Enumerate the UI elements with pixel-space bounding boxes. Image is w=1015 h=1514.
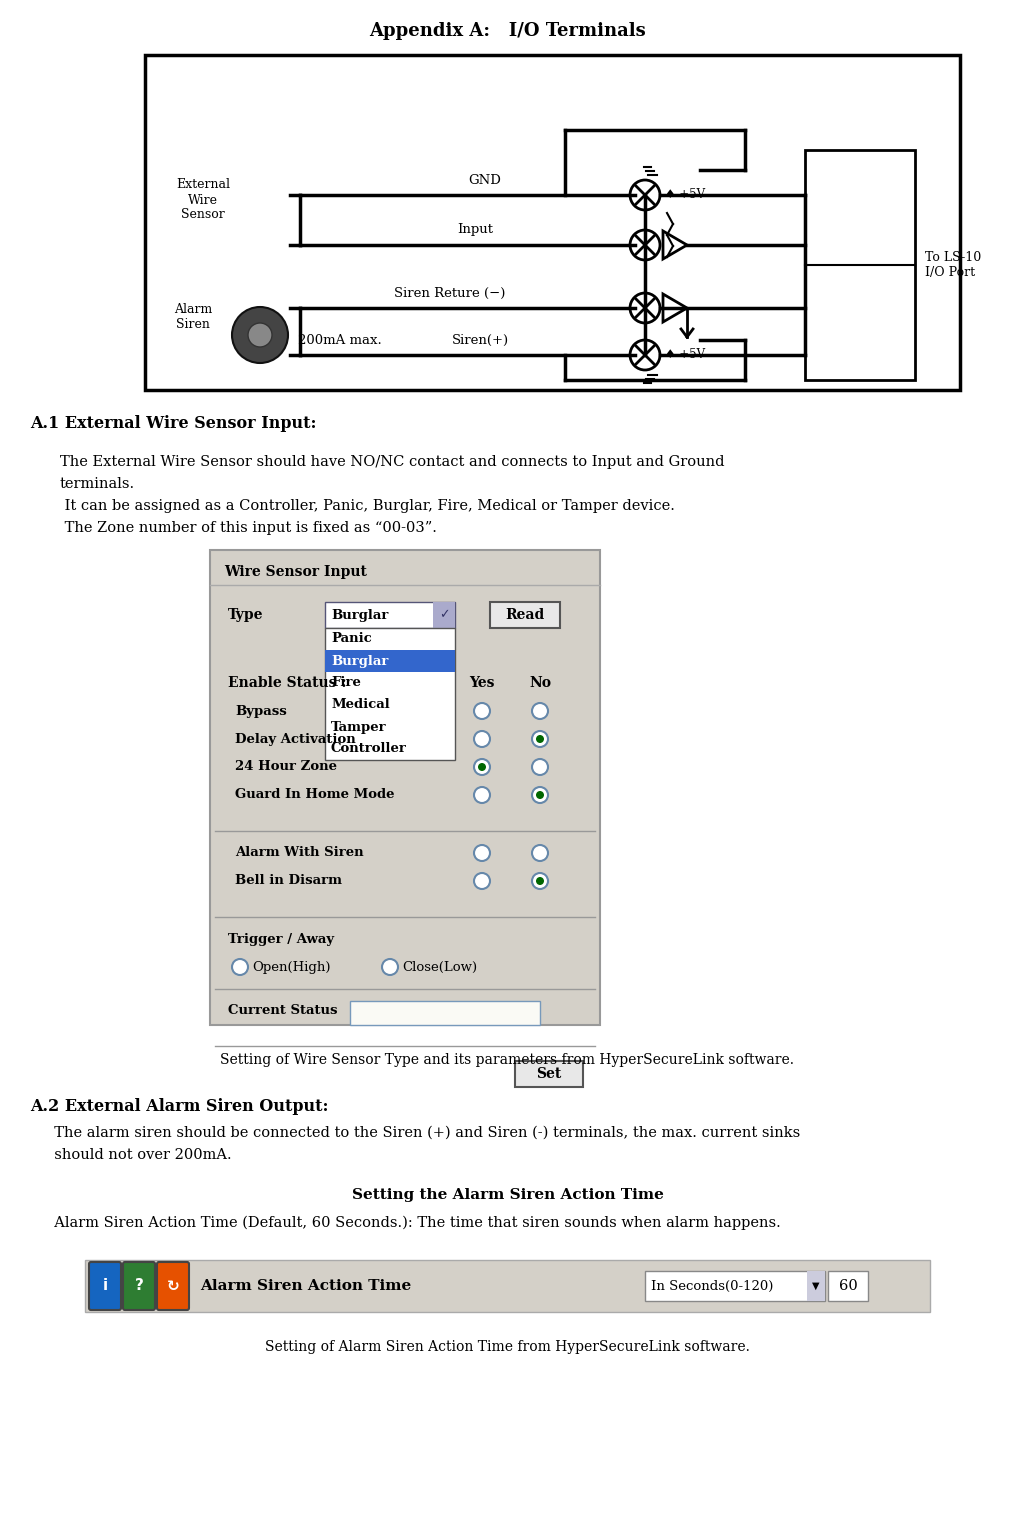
Circle shape bbox=[630, 180, 660, 210]
Text: 200mA max.: 200mA max. bbox=[298, 333, 382, 347]
Text: Close(Low): Close(Low) bbox=[402, 960, 477, 974]
FancyBboxPatch shape bbox=[157, 1263, 189, 1310]
Text: Read: Read bbox=[505, 609, 545, 622]
Text: Type: Type bbox=[228, 609, 264, 622]
Text: Enable Status :: Enable Status : bbox=[228, 675, 346, 690]
FancyBboxPatch shape bbox=[123, 1263, 155, 1310]
Text: ?: ? bbox=[135, 1278, 143, 1293]
Circle shape bbox=[532, 702, 548, 719]
Text: Siren(+): Siren(+) bbox=[452, 333, 509, 347]
Text: Guard In Home Mode: Guard In Home Mode bbox=[235, 789, 395, 801]
Text: To LS-10
I/O Port: To LS-10 I/O Port bbox=[925, 251, 982, 279]
Text: terminals.: terminals. bbox=[60, 477, 135, 491]
Circle shape bbox=[474, 787, 490, 802]
Text: The External Wire Sensor should have NO/NC contact and connects to Input and Gro: The External Wire Sensor should have NO/… bbox=[60, 456, 725, 469]
Bar bbox=[325, 603, 455, 628]
Circle shape bbox=[248, 322, 272, 347]
Text: A.1 External Wire Sensor Input:: A.1 External Wire Sensor Input: bbox=[30, 415, 317, 431]
Text: ✓: ✓ bbox=[438, 609, 450, 622]
Bar bbox=[807, 1270, 825, 1301]
Bar bbox=[325, 650, 455, 672]
Text: Fire: Fire bbox=[331, 677, 361, 689]
Text: ▼: ▼ bbox=[812, 1281, 820, 1291]
Circle shape bbox=[536, 877, 544, 886]
Bar bbox=[805, 150, 915, 380]
Bar bbox=[350, 1001, 540, 1025]
Text: Delay Activation: Delay Activation bbox=[235, 733, 355, 745]
Circle shape bbox=[532, 759, 548, 775]
Bar bbox=[85, 1260, 930, 1313]
Text: Wire Sensor Input: Wire Sensor Input bbox=[224, 565, 366, 578]
Text: Current Status: Current Status bbox=[228, 1004, 338, 1017]
Circle shape bbox=[532, 731, 548, 746]
FancyBboxPatch shape bbox=[89, 1263, 121, 1310]
Text: 24 Hour Zone: 24 Hour Zone bbox=[235, 760, 337, 774]
Text: Alarm With Siren: Alarm With Siren bbox=[235, 846, 363, 860]
Text: Tamper: Tamper bbox=[331, 721, 387, 733]
Text: Setting of Alarm Siren Action Time from HyperSecureLink software.: Setting of Alarm Siren Action Time from … bbox=[265, 1340, 750, 1354]
Text: Medical: Medical bbox=[331, 698, 390, 712]
Bar bbox=[645, 1270, 825, 1301]
Circle shape bbox=[474, 731, 490, 746]
Circle shape bbox=[382, 958, 398, 975]
Text: Siren Reture (−): Siren Reture (−) bbox=[394, 286, 505, 300]
Text: Setting of Wire Sensor Type and its parameters from HyperSecureLink software.: Setting of Wire Sensor Type and its para… bbox=[220, 1054, 795, 1067]
Text: External
Wire
Sensor: External Wire Sensor bbox=[176, 179, 230, 221]
Circle shape bbox=[536, 790, 544, 799]
Text: Trigger / Away: Trigger / Away bbox=[228, 933, 334, 946]
Circle shape bbox=[474, 874, 490, 889]
Circle shape bbox=[532, 845, 548, 861]
Text: Alarm Siren Action Time (Default, 60 Seconds.): The time that siren sounds when : Alarm Siren Action Time (Default, 60 Sec… bbox=[45, 1216, 781, 1231]
Text: i: i bbox=[103, 1278, 108, 1293]
Circle shape bbox=[232, 958, 248, 975]
Text: Bypass: Bypass bbox=[235, 704, 287, 718]
Circle shape bbox=[232, 307, 288, 363]
Text: GND: GND bbox=[469, 174, 501, 186]
Text: ♦ +5V: ♦ +5V bbox=[665, 348, 705, 362]
Bar bbox=[490, 603, 560, 628]
Text: Set: Set bbox=[536, 1067, 561, 1081]
Circle shape bbox=[532, 874, 548, 889]
Text: Burglar: Burglar bbox=[331, 609, 389, 622]
Text: It can be assigned as a Controller, Panic, Burglar, Fire, Medical or Tamper devi: It can be assigned as a Controller, Pani… bbox=[60, 500, 675, 513]
Bar bbox=[145, 55, 960, 391]
Bar bbox=[515, 1061, 583, 1087]
Text: Setting the Alarm Siren Action Time: Setting the Alarm Siren Action Time bbox=[351, 1188, 664, 1202]
Text: Appendix A:   I/O Terminals: Appendix A: I/O Terminals bbox=[369, 23, 646, 39]
Circle shape bbox=[474, 845, 490, 861]
Text: Input: Input bbox=[457, 224, 493, 236]
Text: No: No bbox=[529, 675, 551, 690]
Circle shape bbox=[478, 763, 486, 771]
Text: Panic: Panic bbox=[331, 633, 371, 645]
Text: Bell in Disarm: Bell in Disarm bbox=[235, 875, 342, 887]
Text: Alarm Siren Action Time: Alarm Siren Action Time bbox=[200, 1279, 411, 1293]
Text: The alarm siren should be connected to the Siren (+) and Siren (-) terminals, th: The alarm siren should be connected to t… bbox=[45, 1126, 800, 1140]
Text: 60: 60 bbox=[838, 1279, 858, 1293]
Text: Burglar: Burglar bbox=[331, 654, 389, 668]
Circle shape bbox=[532, 787, 548, 802]
Text: The Zone number of this input is fixed as “00-03”.: The Zone number of this input is fixed a… bbox=[60, 521, 436, 534]
Text: ♦ +5V: ♦ +5V bbox=[665, 189, 705, 201]
Circle shape bbox=[474, 759, 490, 775]
Circle shape bbox=[630, 294, 660, 322]
Text: should not over 200mA.: should not over 200mA. bbox=[45, 1148, 231, 1163]
Circle shape bbox=[630, 341, 660, 369]
Circle shape bbox=[474, 702, 490, 719]
Bar bbox=[210, 550, 600, 1025]
Text: Controller: Controller bbox=[331, 742, 407, 755]
Text: ↻: ↻ bbox=[166, 1278, 180, 1293]
Circle shape bbox=[536, 734, 544, 743]
Text: A.2 External Alarm Siren Output:: A.2 External Alarm Siren Output: bbox=[30, 1098, 329, 1114]
Text: Yes: Yes bbox=[469, 675, 494, 690]
Text: Alarm
Siren: Alarm Siren bbox=[174, 303, 212, 332]
Text: In Seconds(0-120): In Seconds(0-120) bbox=[651, 1279, 773, 1293]
Bar bbox=[828, 1270, 868, 1301]
Circle shape bbox=[630, 230, 660, 260]
Text: Open(High): Open(High) bbox=[252, 960, 331, 974]
Bar bbox=[325, 628, 455, 760]
Bar bbox=[433, 603, 455, 628]
